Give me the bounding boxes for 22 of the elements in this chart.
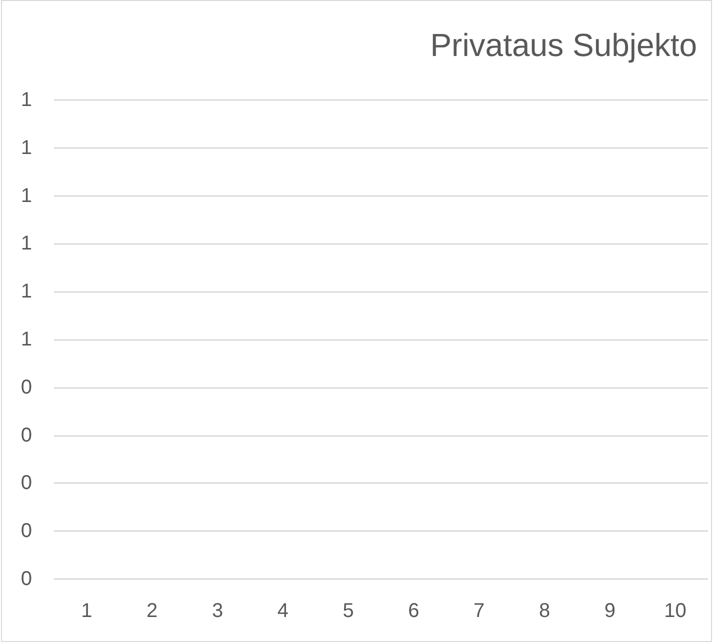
x-tick-label: 6 xyxy=(408,600,420,622)
x-tick-label: 2 xyxy=(146,600,158,622)
x-tick-label: 10 xyxy=(664,600,686,622)
x-tick-label: 8 xyxy=(538,600,550,622)
x-tick-label: 9 xyxy=(604,600,616,622)
y-tick-label: 0 xyxy=(20,376,32,398)
y-tick-label: 1 xyxy=(20,89,32,111)
x-tick-label: 3 xyxy=(212,600,224,622)
y-tick-label: 1 xyxy=(20,328,32,350)
chart-title: Privataus Subjekto xyxy=(430,27,697,63)
y-tick-label: 1 xyxy=(20,280,32,303)
y-tick-label: 1 xyxy=(20,136,32,159)
x-tick-label: 4 xyxy=(277,600,288,622)
y-tick-label: 0 xyxy=(20,568,32,590)
x-tick-label: 1 xyxy=(81,600,92,622)
y-tick-label: 0 xyxy=(20,424,32,446)
x-tick-label: 5 xyxy=(342,600,354,622)
y-tick-label: 1 xyxy=(20,232,32,255)
y-tick-label: 0 xyxy=(20,472,32,494)
x-tick-label: 7 xyxy=(474,600,485,622)
y-tick-label: 1 xyxy=(20,184,32,207)
y-tick-label: 0 xyxy=(20,520,32,542)
